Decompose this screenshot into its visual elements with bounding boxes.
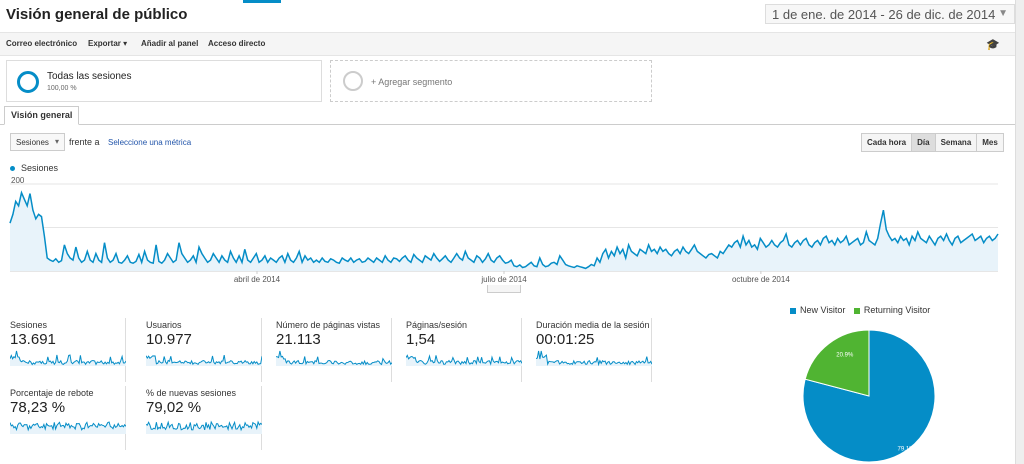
x-tick-label: julio de 2014 bbox=[480, 275, 527, 284]
chart-resize-handle[interactable] bbox=[487, 285, 521, 293]
granularity-hourly-button[interactable]: Cada hora bbox=[862, 134, 913, 151]
email-button[interactable]: Correo electrónico bbox=[6, 39, 78, 48]
pie-legend: New Visitor Returning Visitor bbox=[790, 305, 936, 315]
empty-circle-icon bbox=[343, 71, 363, 91]
segment-percent: 100,00 % bbox=[47, 85, 77, 92]
scorecard-sparkline bbox=[146, 354, 262, 366]
scorecard-sparkline bbox=[536, 350, 652, 366]
visitor-type-pie-chart[interactable]: 79.1% 20.9% bbox=[801, 328, 937, 464]
granularity-selector: Cada hora Día Semana Mes bbox=[861, 133, 1004, 152]
scorecard-value: 10.977 bbox=[146, 331, 192, 348]
date-range-label: 1 de ene. de 2014 - 26 de dic. de 2014 bbox=[772, 7, 996, 22]
legend-swatch-icon bbox=[790, 307, 796, 314]
sparkline-area bbox=[276, 351, 392, 366]
sparkline-line bbox=[146, 354, 262, 366]
top-bar: Visión general de público 1 de ene. de 2… bbox=[0, 0, 1024, 32]
tab-overview[interactable]: Visión general bbox=[4, 106, 80, 125]
scorecard[interactable]: Duración media de la sesión 00:01:25 bbox=[526, 318, 652, 382]
series-line-sesiones bbox=[9, 190, 999, 270]
sparkline-line bbox=[406, 354, 522, 366]
scorecard[interactable]: % de nuevas sesiones 79,02 % bbox=[136, 386, 262, 450]
scorecard-value: 21.113 bbox=[276, 331, 321, 348]
select-metric-link[interactable]: Seleccione una métrica bbox=[108, 138, 192, 147]
legend-swatch-icon bbox=[853, 307, 860, 314]
scorecard-value: 00:01:25 bbox=[536, 331, 595, 348]
top-accent bbox=[243, 0, 281, 3]
scorecard-value: 78,23 % bbox=[10, 399, 66, 416]
pie-legend-item[interactable]: Returning Visitor bbox=[853, 305, 931, 315]
scorecard-value: 79,02 % bbox=[146, 399, 202, 416]
chevron-down-icon: ▾ bbox=[54, 137, 59, 146]
sparkline-line bbox=[276, 350, 392, 366]
scorecard-label: Número de páginas vistas bbox=[276, 320, 381, 330]
pie-data-label: 20.9% bbox=[836, 353, 854, 359]
scorecard-sparkline bbox=[146, 420, 262, 434]
date-range-picker[interactable]: 1 de ene. de 2014 - 26 de dic. de 2014 ▼ bbox=[765, 4, 1015, 24]
export-button[interactable]: Exportar ▾ bbox=[88, 39, 127, 48]
scorecard-label: Sesiones bbox=[10, 320, 48, 330]
chevron-down-icon: ▼ bbox=[998, 8, 1008, 19]
scorecard-value: 1,54 bbox=[406, 331, 436, 348]
legend-label: Sesiones bbox=[21, 163, 59, 173]
granularity-month-button[interactable]: Mes bbox=[982, 138, 998, 147]
add-segment-button[interactable]: + Agregar segmento bbox=[330, 60, 652, 102]
scorecard-label: Usuarios bbox=[146, 320, 182, 330]
segment-ring-icon bbox=[17, 71, 39, 93]
sparkline-line bbox=[146, 420, 262, 432]
scorecard-sparkline bbox=[406, 354, 522, 366]
graduation-cap-icon[interactable]: 🎓 bbox=[986, 39, 1000, 51]
scorecard-value: 13.691 bbox=[10, 331, 56, 348]
granularity-week-button[interactable]: Semana bbox=[936, 134, 978, 151]
scorecard[interactable]: Número de páginas vistas 21.113 bbox=[266, 318, 392, 382]
sparkline-line bbox=[536, 350, 652, 366]
page-title: Visión general de público bbox=[6, 6, 188, 23]
tab-bar: Visión general bbox=[0, 106, 1024, 125]
pie-legend-new: New Visitor bbox=[800, 305, 846, 315]
pie-legend-item[interactable]: New Visitor bbox=[790, 305, 845, 315]
series-area bbox=[10, 192, 998, 271]
scorecard[interactable]: Usuarios 10.977 bbox=[136, 318, 262, 382]
sparkline-line bbox=[10, 350, 126, 366]
scorecard-sparkline bbox=[276, 350, 392, 366]
scorecard-label: Porcentaje de rebote bbox=[10, 388, 94, 398]
add-segment-label: + Agregar segmento bbox=[371, 77, 453, 87]
pie-data-label: 79.1% bbox=[897, 446, 915, 452]
y-tick-label: 200 bbox=[11, 176, 25, 185]
segment-bar: Todas las sesiones 100,00 % + Agregar se… bbox=[0, 56, 1024, 108]
granularity-day-button[interactable]: Día bbox=[912, 134, 936, 151]
segment-all-sessions[interactable]: Todas las sesiones 100,00 % bbox=[6, 60, 322, 102]
x-tick-label: octubre de 2014 bbox=[732, 275, 790, 284]
chevron-down-icon: ▾ bbox=[123, 39, 128, 48]
scorecard[interactable]: Sesiones 13.691 bbox=[0, 318, 126, 382]
shortcut-button[interactable]: Acceso directo bbox=[208, 39, 266, 48]
segment-name: Todas las sesiones bbox=[47, 71, 132, 82]
scorecard-label: % de nuevas sesiones bbox=[146, 388, 237, 398]
pie-slice-returning-visitor[interactable] bbox=[804, 329, 870, 397]
sparkline-area bbox=[10, 422, 126, 434]
chart-legend: Sesiones bbox=[10, 163, 58, 173]
legend-dot-icon bbox=[10, 166, 15, 172]
scorecard[interactable]: Porcentaje de rebote 78,23 % bbox=[0, 386, 126, 450]
scrollbar[interactable] bbox=[1015, 0, 1024, 464]
scorecard-sparkline bbox=[10, 421, 126, 434]
report-toolbar: Correo electrónico Exportar ▾ Añadir al … bbox=[0, 32, 1024, 56]
sparkline-area bbox=[406, 355, 522, 366]
scorecard-label: Duración media de la sesión bbox=[536, 320, 650, 330]
x-tick-label: abril de 2014 bbox=[234, 275, 281, 284]
scorecard-sparkline bbox=[10, 350, 126, 366]
export-label: Exportar bbox=[88, 39, 121, 48]
pie-legend-returning: Returning Visitor bbox=[863, 305, 931, 315]
scorecard[interactable]: Páginas/sesión 1,54 bbox=[396, 318, 522, 382]
scorecard-label: Páginas/sesión bbox=[406, 320, 468, 330]
metric-select-value: Sesiones bbox=[16, 138, 49, 147]
metric-select[interactable]: Sesiones ▾ bbox=[10, 133, 65, 151]
versus-label: frente a bbox=[69, 137, 100, 147]
add-to-dashboard-button[interactable]: Añadir al panel bbox=[141, 39, 199, 48]
sparkline-line bbox=[10, 421, 126, 432]
